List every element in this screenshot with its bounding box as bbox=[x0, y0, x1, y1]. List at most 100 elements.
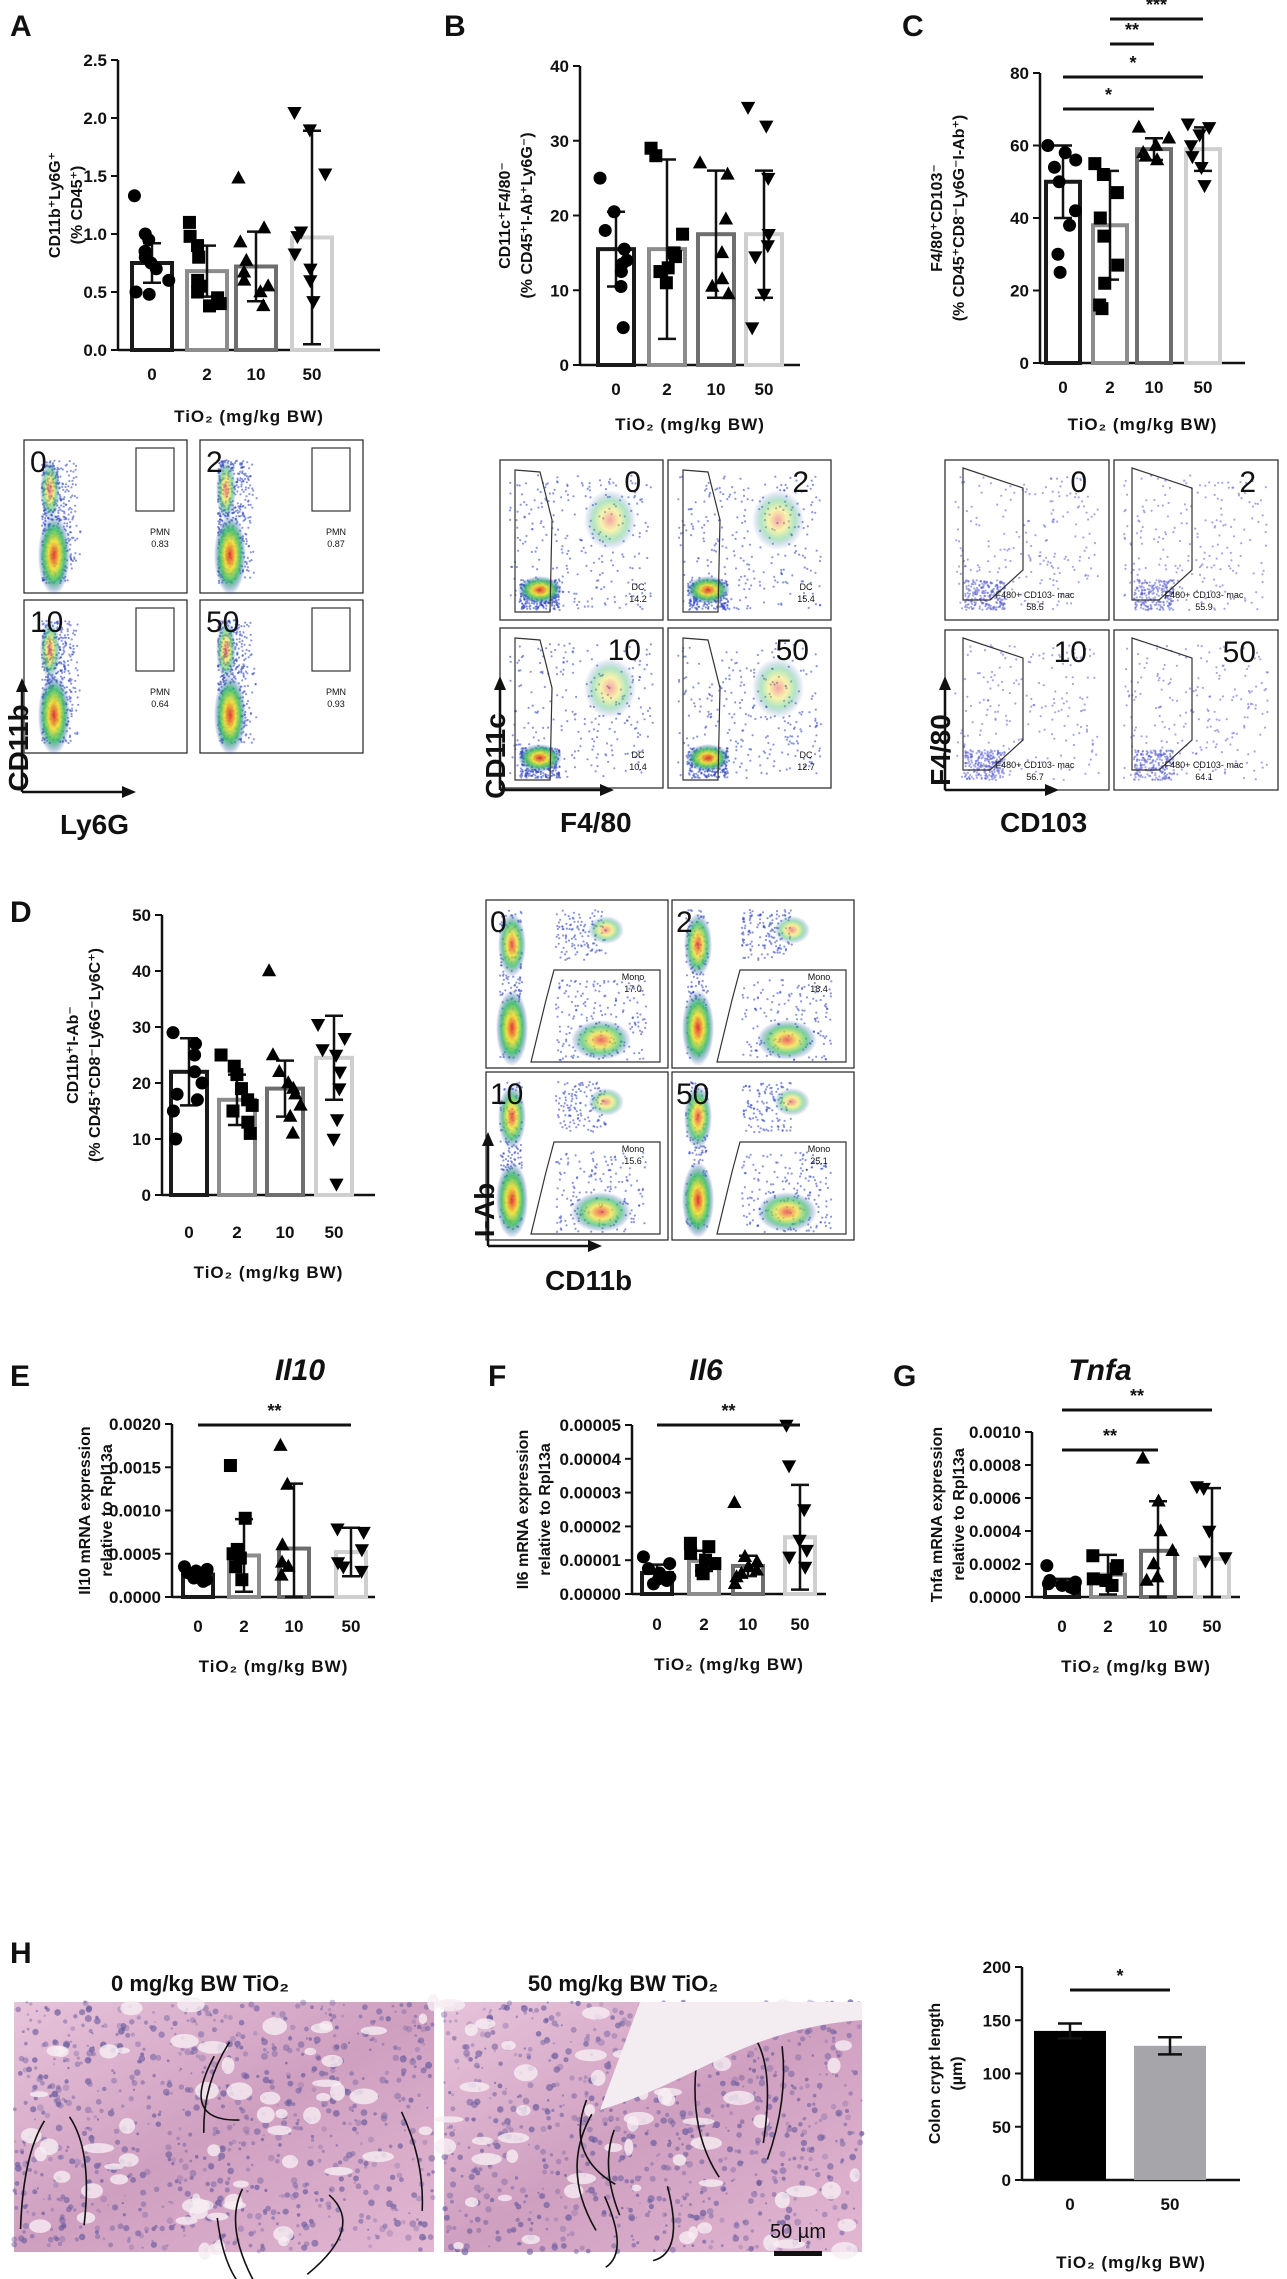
event-dot bbox=[235, 515, 238, 518]
event-dot bbox=[249, 551, 252, 554]
event-dot bbox=[244, 677, 247, 680]
event-dot bbox=[509, 655, 512, 659]
event-dot bbox=[722, 477, 725, 480]
event-dot bbox=[243, 625, 246, 628]
data-point bbox=[189, 1037, 203, 1051]
event-dot bbox=[240, 634, 244, 637]
event-dot bbox=[536, 776, 539, 780]
event-dot bbox=[741, 521, 744, 525]
event-dot bbox=[774, 475, 777, 478]
event-dot bbox=[716, 708, 719, 711]
x-tick-label: 0 bbox=[193, 1617, 202, 1636]
event-dot bbox=[748, 543, 752, 546]
event-dot bbox=[616, 569, 619, 573]
event-dot bbox=[631, 578, 634, 581]
event-dot bbox=[774, 579, 777, 582]
event-dot bbox=[703, 500, 706, 503]
event-dot bbox=[700, 771, 703, 774]
event-dot bbox=[562, 656, 565, 659]
event-dot bbox=[540, 520, 543, 523]
event-dot bbox=[585, 564, 588, 568]
data-point bbox=[1041, 1577, 1055, 1591]
event-dot bbox=[697, 557, 700, 560]
event-dot bbox=[782, 581, 785, 584]
data-point bbox=[759, 120, 774, 134]
flow-axis-label-y: CD11b bbox=[3, 704, 34, 791]
event-dot bbox=[625, 594, 628, 597]
event-dot bbox=[734, 497, 737, 500]
event-dot bbox=[57, 627, 61, 631]
event-dot bbox=[534, 607, 538, 610]
event-dot bbox=[818, 747, 821, 750]
event-dot bbox=[702, 604, 705, 608]
event-dot bbox=[1050, 512, 1053, 515]
event-dot bbox=[61, 483, 65, 486]
event-dot bbox=[697, 605, 700, 608]
x-tick-label: 50 bbox=[303, 365, 322, 384]
event-dot bbox=[719, 771, 722, 774]
event-dot bbox=[600, 588, 603, 591]
x-tick-label: 10 bbox=[276, 1223, 295, 1242]
event-dot bbox=[744, 582, 747, 585]
event-dot bbox=[62, 642, 65, 646]
event-dot bbox=[728, 712, 731, 715]
data-point bbox=[213, 297, 227, 311]
event-dot bbox=[1056, 520, 1059, 523]
event-dot bbox=[524, 482, 528, 485]
event-dot bbox=[71, 483, 74, 486]
event-dot bbox=[730, 658, 733, 662]
event-dot bbox=[1012, 580, 1015, 583]
event-dot bbox=[1082, 536, 1085, 539]
event-dot bbox=[564, 490, 568, 493]
event-dot bbox=[68, 531, 72, 534]
data-point bbox=[233, 234, 248, 248]
event-dot bbox=[68, 620, 71, 623]
event-dot bbox=[728, 674, 731, 677]
event-dot bbox=[69, 700, 72, 703]
gate-value: 0.83 bbox=[151, 539, 169, 549]
event-dot bbox=[726, 771, 730, 775]
event-dot bbox=[729, 493, 732, 496]
event-dot bbox=[730, 598, 733, 601]
data-point bbox=[745, 322, 760, 336]
gate-name: PMN bbox=[150, 687, 170, 697]
event-dot bbox=[248, 519, 251, 523]
event-dot bbox=[591, 605, 594, 608]
event-dot bbox=[759, 584, 762, 587]
event-dot bbox=[780, 568, 783, 572]
event-dot bbox=[590, 569, 593, 573]
event-dot bbox=[740, 681, 743, 684]
y-tick-label: 40 bbox=[1010, 209, 1029, 228]
event-dot bbox=[703, 733, 707, 736]
event-dot bbox=[72, 476, 75, 480]
event-dot bbox=[733, 721, 736, 725]
event-dot bbox=[725, 698, 728, 701]
event-dot bbox=[572, 647, 575, 650]
event-dot bbox=[541, 539, 544, 542]
event-dot bbox=[1066, 476, 1069, 479]
event-dot bbox=[724, 608, 727, 611]
event-dot bbox=[728, 495, 731, 498]
event-dot bbox=[607, 480, 611, 483]
event-dot bbox=[729, 739, 732, 742]
event-dot bbox=[722, 493, 725, 496]
event-dot bbox=[218, 459, 221, 462]
event-dot bbox=[60, 504, 63, 507]
gate-value: 15.4 bbox=[797, 594, 815, 604]
event-dot bbox=[646, 709, 650, 713]
data-point bbox=[287, 107, 302, 120]
event-dot bbox=[959, 547, 962, 550]
event-dot bbox=[815, 496, 818, 499]
data-point bbox=[1088, 157, 1102, 171]
event-dot bbox=[41, 524, 44, 527]
panel-letter-e: E bbox=[10, 1360, 30, 1393]
event-dot bbox=[1087, 518, 1090, 521]
event-dot bbox=[796, 735, 800, 738]
event-dot bbox=[237, 472, 240, 475]
event-dot bbox=[555, 539, 558, 543]
event-dot bbox=[581, 484, 584, 487]
event-dot bbox=[509, 481, 512, 484]
event-dot bbox=[590, 658, 594, 661]
event-dot bbox=[525, 605, 528, 608]
